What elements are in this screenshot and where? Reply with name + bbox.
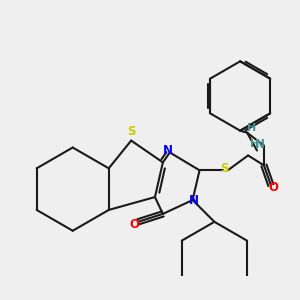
Text: N: N [255, 138, 266, 151]
Text: H: H [247, 123, 256, 133]
Text: N: N [163, 145, 173, 158]
Text: O: O [269, 181, 279, 194]
Text: S: S [220, 162, 229, 175]
Text: O: O [130, 218, 140, 231]
Text: N: N [189, 194, 199, 206]
Text: S: S [127, 125, 135, 138]
Text: H: H [250, 139, 260, 149]
